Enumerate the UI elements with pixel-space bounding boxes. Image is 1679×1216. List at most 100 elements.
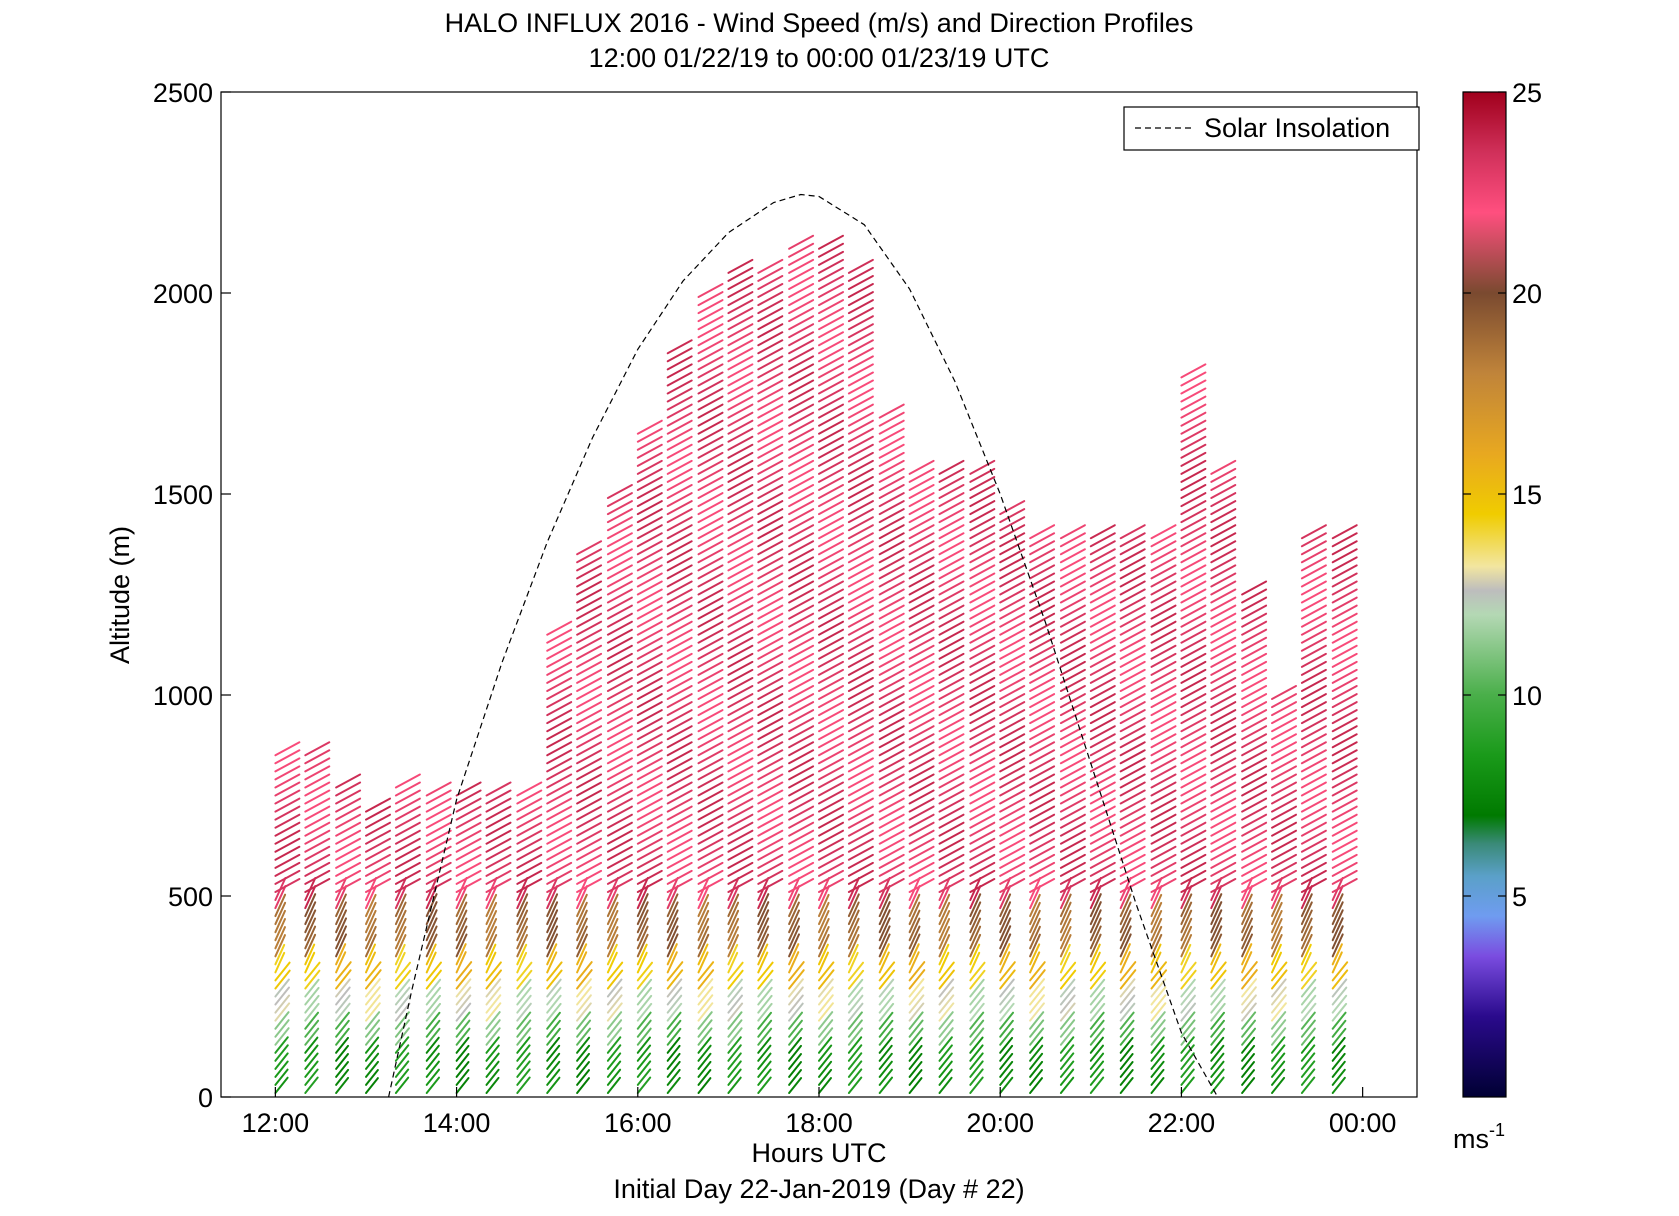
wind-barb (1150, 1011, 1166, 1030)
wind-barb (576, 1002, 592, 1022)
wind-barb (1241, 853, 1268, 869)
wind-barb (908, 789, 935, 805)
wind-barb (818, 837, 844, 853)
wind-barb (1180, 451, 1207, 467)
wind-barb (516, 1068, 531, 1086)
wind-barb (727, 612, 754, 628)
wind-barb (1180, 580, 1207, 596)
wind-barb (546, 861, 573, 877)
wind-barb (908, 1077, 923, 1094)
wind-barb (546, 829, 573, 845)
wind-barb (335, 789, 362, 805)
wind-barb (938, 943, 950, 966)
wind-barb (365, 797, 391, 813)
wind-barb (1271, 961, 1288, 982)
wind-barb (425, 878, 452, 893)
wind-barb (757, 556, 784, 572)
wind-barb (697, 476, 724, 491)
wind-barb (274, 926, 286, 950)
wind-barb (455, 978, 472, 998)
wind-barb (757, 885, 770, 910)
wind-barb (878, 572, 905, 588)
wind-barb (1210, 837, 1237, 853)
wind-barb (1180, 387, 1207, 403)
wind-barb (757, 588, 784, 604)
wind-barb (1210, 749, 1237, 765)
wind-barb (1029, 652, 1056, 668)
wind-barb (1180, 660, 1207, 676)
wind-barb (1331, 548, 1358, 564)
wind-barb (394, 845, 421, 861)
wind-barb (938, 540, 965, 556)
wind-barb (666, 1011, 682, 1030)
wind-barb (1119, 556, 1146, 572)
wind-barb (365, 837, 391, 853)
wind-barb (697, 395, 724, 411)
wind-barb (847, 853, 874, 869)
wind-barb (1300, 901, 1313, 926)
wind-barb (727, 789, 754, 805)
wind-barb (516, 1002, 532, 1022)
wind-barb (969, 986, 985, 1006)
wind-barb (1210, 1027, 1226, 1046)
wind-barb (727, 371, 754, 387)
wind-barb (908, 961, 926, 982)
wind-barb (1089, 1011, 1105, 1030)
wind-barb (1241, 917, 1253, 942)
wind-barb (908, 701, 935, 717)
wind-barb (1029, 943, 1041, 966)
wind-barb (697, 371, 724, 387)
wind-barb (1210, 500, 1237, 516)
wind-barb (697, 701, 724, 717)
wind-barb (727, 339, 754, 355)
wind-barb (394, 1076, 410, 1094)
wind-barb (878, 757, 905, 773)
wind-barb (847, 709, 874, 725)
wind-barb (666, 443, 693, 459)
wind-barb (606, 1068, 622, 1086)
wind-barb (1089, 917, 1102, 942)
wind-barb (1089, 878, 1116, 893)
wind-barb (818, 978, 834, 998)
wind-barb (1241, 1053, 1255, 1070)
wind-barb (938, 516, 965, 532)
wind-barb (1300, 693, 1327, 709)
wind-barb (697, 588, 724, 604)
wind-barb (697, 773, 724, 789)
wind-barb (878, 564, 905, 580)
wind-barb (576, 925, 588, 950)
wind-barb (606, 580, 633, 596)
wind-barb (365, 994, 381, 1014)
wind-barb (818, 1036, 833, 1054)
wind-barb (1089, 797, 1116, 813)
wind-barb (818, 885, 830, 910)
wind-barb (938, 893, 951, 918)
wind-barb (697, 291, 724, 307)
wind-barb (818, 355, 844, 371)
wind-barb (1331, 869, 1358, 885)
wind-barb (818, 733, 844, 749)
wind-barb (969, 564, 996, 580)
wind-barb (636, 797, 663, 813)
wind-barb (847, 451, 874, 467)
wind-barb (938, 596, 965, 612)
wind-barb (1119, 701, 1146, 717)
wind-barb (788, 315, 815, 331)
wind-barb (576, 628, 603, 644)
wind-barb (818, 749, 844, 765)
wind-barb (636, 580, 663, 596)
wind-barb (666, 693, 693, 709)
wind-barb (1300, 925, 1313, 950)
wind-barb (576, 943, 588, 966)
wind-barb (908, 797, 935, 813)
wind-barb (304, 741, 331, 757)
wind-barb (1089, 805, 1116, 821)
wind-barb (1300, 951, 1312, 974)
wind-barb (1029, 986, 1045, 1006)
wind-barb (1241, 749, 1268, 765)
wind-barb (1271, 910, 1283, 934)
wind-barb (1150, 725, 1177, 741)
wind-barb (485, 1068, 500, 1086)
wind-barb (727, 869, 754, 885)
wind-barb (697, 717, 724, 733)
